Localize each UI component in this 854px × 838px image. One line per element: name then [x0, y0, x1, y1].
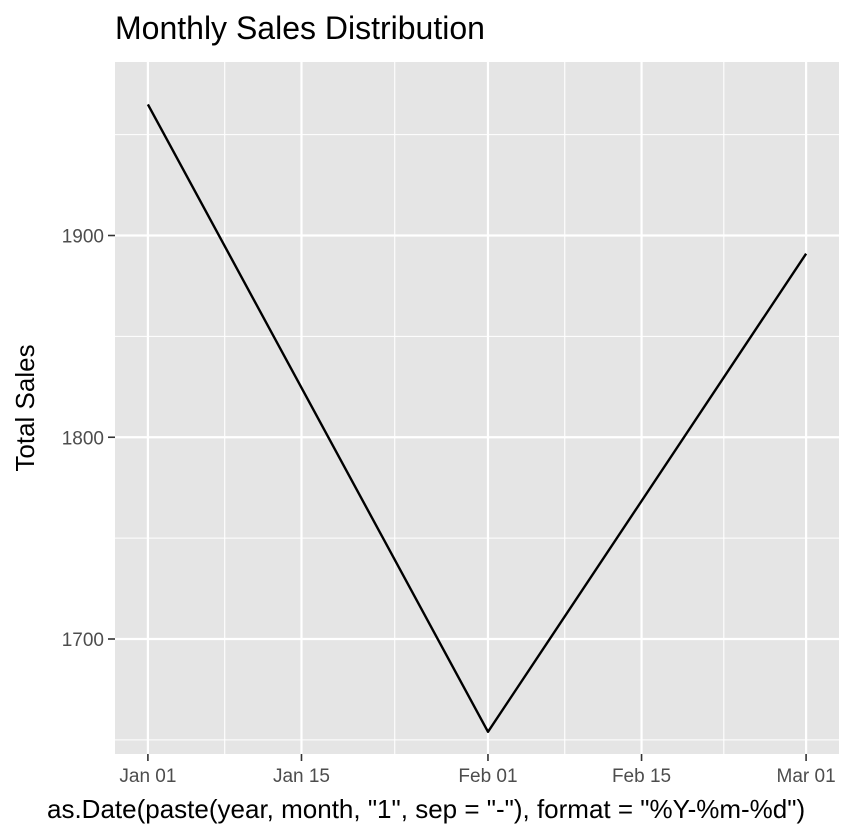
- y-tick-label: 1900: [62, 227, 104, 248]
- y-axis: 1700 1800 1900: [62, 227, 115, 651]
- series-layer: [146, 103, 808, 733]
- x-tick-label: Feb 15: [612, 766, 671, 787]
- x-tick-label: Mar 01: [777, 766, 836, 787]
- x-tick-label: Jan 01: [119, 766, 176, 787]
- y-tick-label: 1700: [62, 630, 104, 651]
- y-tick-label: 1800: [62, 428, 104, 449]
- y-axis-title: Total Sales: [10, 344, 40, 471]
- plot-panel: [115, 62, 839, 754]
- chart-title: Monthly Sales Distribution: [115, 10, 485, 46]
- x-axis-title: as.Date(paste(year, month, "1", sep = "-…: [47, 794, 805, 824]
- x-tick-label: Feb 01: [458, 766, 517, 787]
- grid: [115, 62, 839, 754]
- x-tick-label: Jan 15: [273, 766, 330, 787]
- series-line: [146, 103, 808, 733]
- x-axis: Jan 01 Jan 15 Feb 01 Feb 15 Mar 01: [119, 754, 836, 787]
